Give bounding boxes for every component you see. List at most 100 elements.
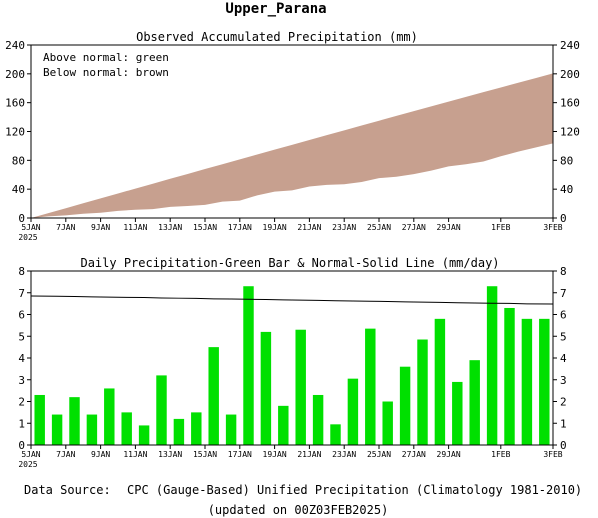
accumulated-y-tick-label-right: 160 [560,97,580,110]
daily-precip-bar [539,318,550,445]
legend-note-above: Above normal: green [43,51,169,64]
daily-chart: Daily Precipitation-Green Bar & Normal-S… [18,256,567,469]
daily-x-tick-label: 17JAN [228,450,252,459]
daily-y-tick-label-right: 7 [560,287,567,300]
accumulated-y-tick-label-left: 160 [5,97,25,110]
daily-y-tick-label-right: 1 [560,417,567,430]
daily-precip-bar [417,339,428,445]
daily-precip-bar [69,397,80,445]
daily-precip-bar [243,286,254,445]
accumulated-x-tick-label: 17JAN [228,223,252,232]
daily-y-tick-label-left: 1 [18,417,25,430]
accumulated-y-tick-label-right: 40 [560,183,573,196]
accumulated-x-year-label: 2025 [18,233,37,242]
daily-y-tick-label-right: 0 [560,439,567,452]
daily-x-tick-label: 29JAN [437,450,461,459]
daily-y-tick-label-right: 8 [560,265,567,278]
daily-x-tick-label: 13JAN [158,450,182,459]
daily-precip-bar [295,329,306,445]
daily-y-tick-label-right: 5 [560,330,567,343]
daily-x-tick-label: 23JAN [332,450,356,459]
daily-y-tick-label-right: 4 [560,352,567,365]
accumulated-x-tick-label: 5JAN [21,223,40,232]
page-title: Upper_Parana [225,1,326,17]
accumulated-x-tick-label: 7JAN [56,223,75,232]
daily-x-year-label: 2025 [18,460,37,469]
daily-y-tick-label-left: 8 [18,265,25,278]
accumulated-y-tick-label-right: 120 [560,126,580,139]
daily-x-tick-label: 25JAN [367,450,391,459]
daily-precip-bar [469,360,480,445]
accumulated-x-tick-label: 25JAN [367,223,391,232]
daily-precip-bar [156,375,167,445]
accumulated-x-tick-label: 23JAN [332,223,356,232]
daily-bars-layer [34,286,550,445]
daily-axes: 0 0 1 1 2 2 3 3 4 4 5 5 6 6 7 7 8 8 5JAN 7JAN 9JAN 11JAN 13JAN… [18,265,567,469]
daily-precip-bar [225,414,237,445]
daily-precip-bar [365,328,376,445]
accumulated-y-tick-label-left: 80 [12,154,25,167]
daily-y-tick-label-left: 3 [18,374,25,387]
accumulated-area-layer [31,73,553,218]
daily-x-tick-label: 21JAN [297,450,321,459]
daily-precip-bar [51,414,63,445]
daily-precip-bar [330,424,341,445]
daily-precip-bar [504,307,515,445]
accumulated-y-tick-label-left: 40 [12,183,25,196]
accumulated-x-tick-label: 21JAN [297,223,321,232]
daily-precip-bar [382,401,393,445]
accumulated-y-tick-label-left: 200 [5,68,25,81]
daily-precip-bar [312,394,324,445]
daily-x-tick-label: 1FEB [491,450,510,459]
daily-x-tick-label: 7JAN [56,450,75,459]
daily-x-tick-label: 9JAN [91,450,110,459]
accumulated-axes: 0 0 40 40 80 80 120 120 160 160 200 200 240 240 5JAN 7J… [5,39,580,242]
data-source-text: CPC (Gauge-Based) Unified Precipitation … [127,483,582,497]
daily-chart-title: Daily Precipitation-Green Bar & Normal-S… [80,256,499,270]
accumulated-x-tick-label: 11JAN [123,223,147,232]
daily-y-tick-label-right: 3 [560,374,567,387]
daily-precip-bar [434,318,446,445]
daily-y-tick-label-left: 2 [18,396,25,409]
accumulated-y-tick-label-right: 80 [560,154,573,167]
accumulated-y-tick-label-left: 240 [5,39,25,52]
daily-precip-bar [121,412,132,445]
legend-note-below: Below normal: brown [43,66,169,79]
daily-y-tick-label-left: 0 [18,439,25,452]
accumulated-x-tick-label: 3FEB [543,223,562,232]
daily-y-tick-label-left: 4 [18,352,25,365]
accumulated-x-tick-label: 19JAN [263,223,287,232]
daily-x-tick-label: 27JAN [402,450,426,459]
daily-x-tick-label: 5JAN [21,450,40,459]
daily-precip-bar [138,425,150,445]
daily-y-tick-label-right: 6 [560,309,567,322]
daily-x-tick-label: 11JAN [123,450,147,459]
daily-precip-bar [347,378,359,445]
daily-precip-bar [191,412,202,445]
daily-y-tick-label-left: 7 [18,287,25,300]
daily-x-tick-label: 15JAN [193,450,217,459]
accumulated-x-tick-label: 29JAN [437,223,461,232]
daily-precip-bar [278,405,289,445]
daily-normal-line-layer [30,295,554,305]
accumulated-chart: Observed Accumulated Precipitation (mm) … [5,30,580,242]
daily-precip-bar [173,418,185,445]
daily-precip-bar [452,381,463,445]
accumulated-chart-title: Observed Accumulated Precipitation (mm) [136,30,418,44]
accumulated-y-tick-label-left: 0 [18,212,25,225]
accumulated-x-tick-label: 13JAN [158,223,182,232]
daily-y-tick-label-right: 2 [560,396,567,409]
accumulated-y-tick-label-right: 200 [560,68,580,81]
accumulated-x-tick-label: 1FEB [491,223,510,232]
accumulated-y-tick-label-left: 120 [5,126,25,139]
daily-precip-bar [521,318,533,445]
daily-y-tick-label-left: 5 [18,330,25,343]
normal-precip-line [30,295,554,305]
daily-precip-bar [486,286,498,445]
daily-precip-bar [399,366,411,445]
below-normal-area [31,73,553,218]
daily-precip-bar [34,394,45,445]
accumulated-x-tick-label: 9JAN [91,223,110,232]
accumulated-x-tick-label: 15JAN [193,223,217,232]
